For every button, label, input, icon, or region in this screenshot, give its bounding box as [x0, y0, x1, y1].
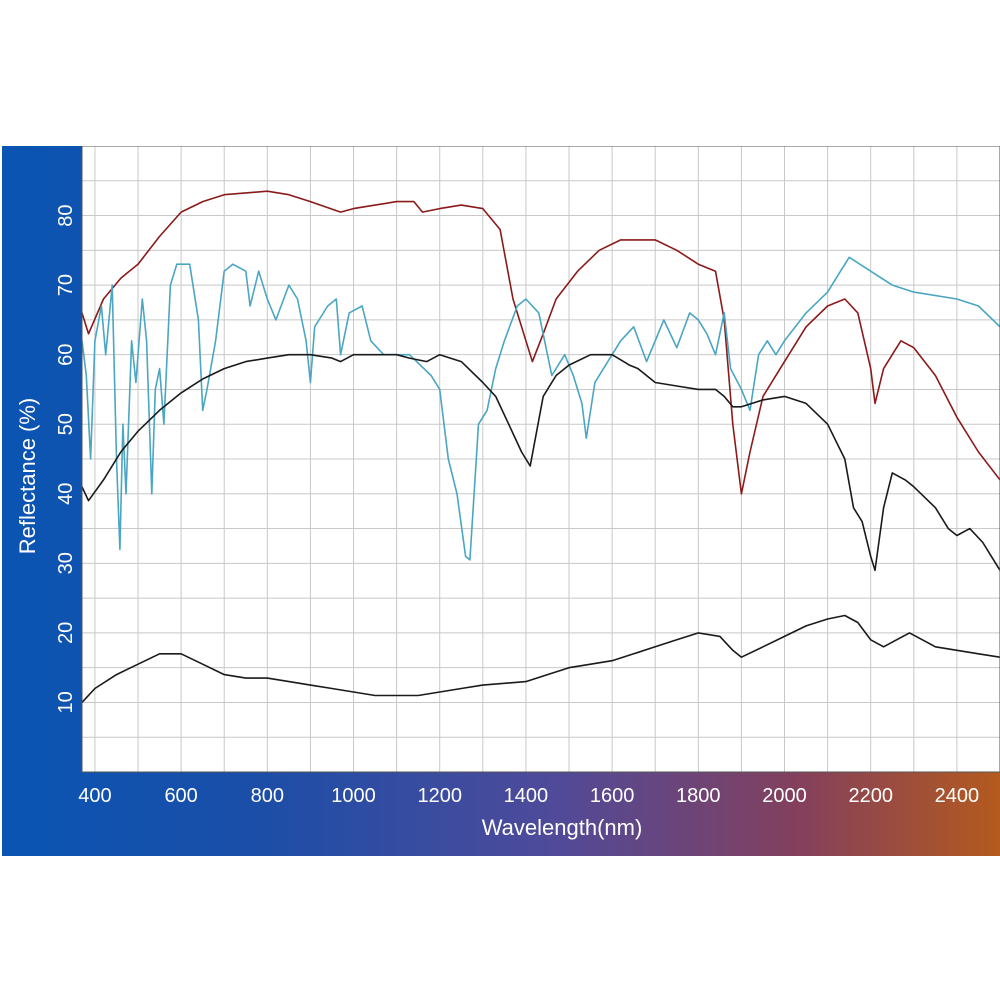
x-tick-label: 1400: [504, 785, 549, 807]
y-tick-label: 50: [55, 413, 77, 435]
x-tick-label: 1800: [676, 785, 721, 807]
series-line-1: [81, 190, 1000, 495]
x-tick-labels: 400 600 800 1000 1200 1400 1600 1800 2000 2200 240…: [78, 785, 979, 807]
reflectance-chart: 400 600 800 1000 1200 1400 1600 1800 2000 2200 240…: [15, 146, 1000, 840]
x-tick-label: 400: [78, 785, 111, 807]
x-tick-label: 1200: [417, 785, 462, 807]
chart-frame: 400 600 800 1000 1200 1400 1600 1800 2000 2200 240…: [2, 146, 1000, 856]
series-line-2: [81, 256, 1000, 561]
y-tick-label: 20: [55, 622, 77, 644]
y-axis-title: Reflectance (%): [15, 398, 40, 555]
x-tick-label: 600: [164, 785, 197, 807]
series-line-3: [81, 353, 1000, 572]
x-tick-label: 800: [251, 785, 284, 807]
grid: [82, 146, 1000, 772]
y-tick-label: 80: [55, 204, 77, 226]
y-tick-label: 40: [55, 483, 77, 505]
y-tick-label: 30: [55, 552, 77, 574]
x-axis-title: Wavelength(nm): [482, 815, 643, 840]
plot-border: [81, 146, 1000, 773]
series-line-4: [81, 614, 1000, 703]
x-tick-label: 2000: [762, 785, 807, 807]
x-tick-label: 2200: [848, 785, 893, 807]
y-tick-label: 60: [55, 344, 77, 366]
y-tick-label: 10: [55, 691, 77, 713]
series-group: [81, 190, 1000, 703]
y-tick-labels: 10 20 30 40 50 60 70 80: [55, 204, 77, 713]
y-tick-label: 70: [55, 274, 77, 296]
x-tick-label: 2400: [935, 785, 980, 807]
x-tick-label: 1000: [331, 785, 376, 807]
x-tick-label: 1600: [590, 785, 635, 807]
